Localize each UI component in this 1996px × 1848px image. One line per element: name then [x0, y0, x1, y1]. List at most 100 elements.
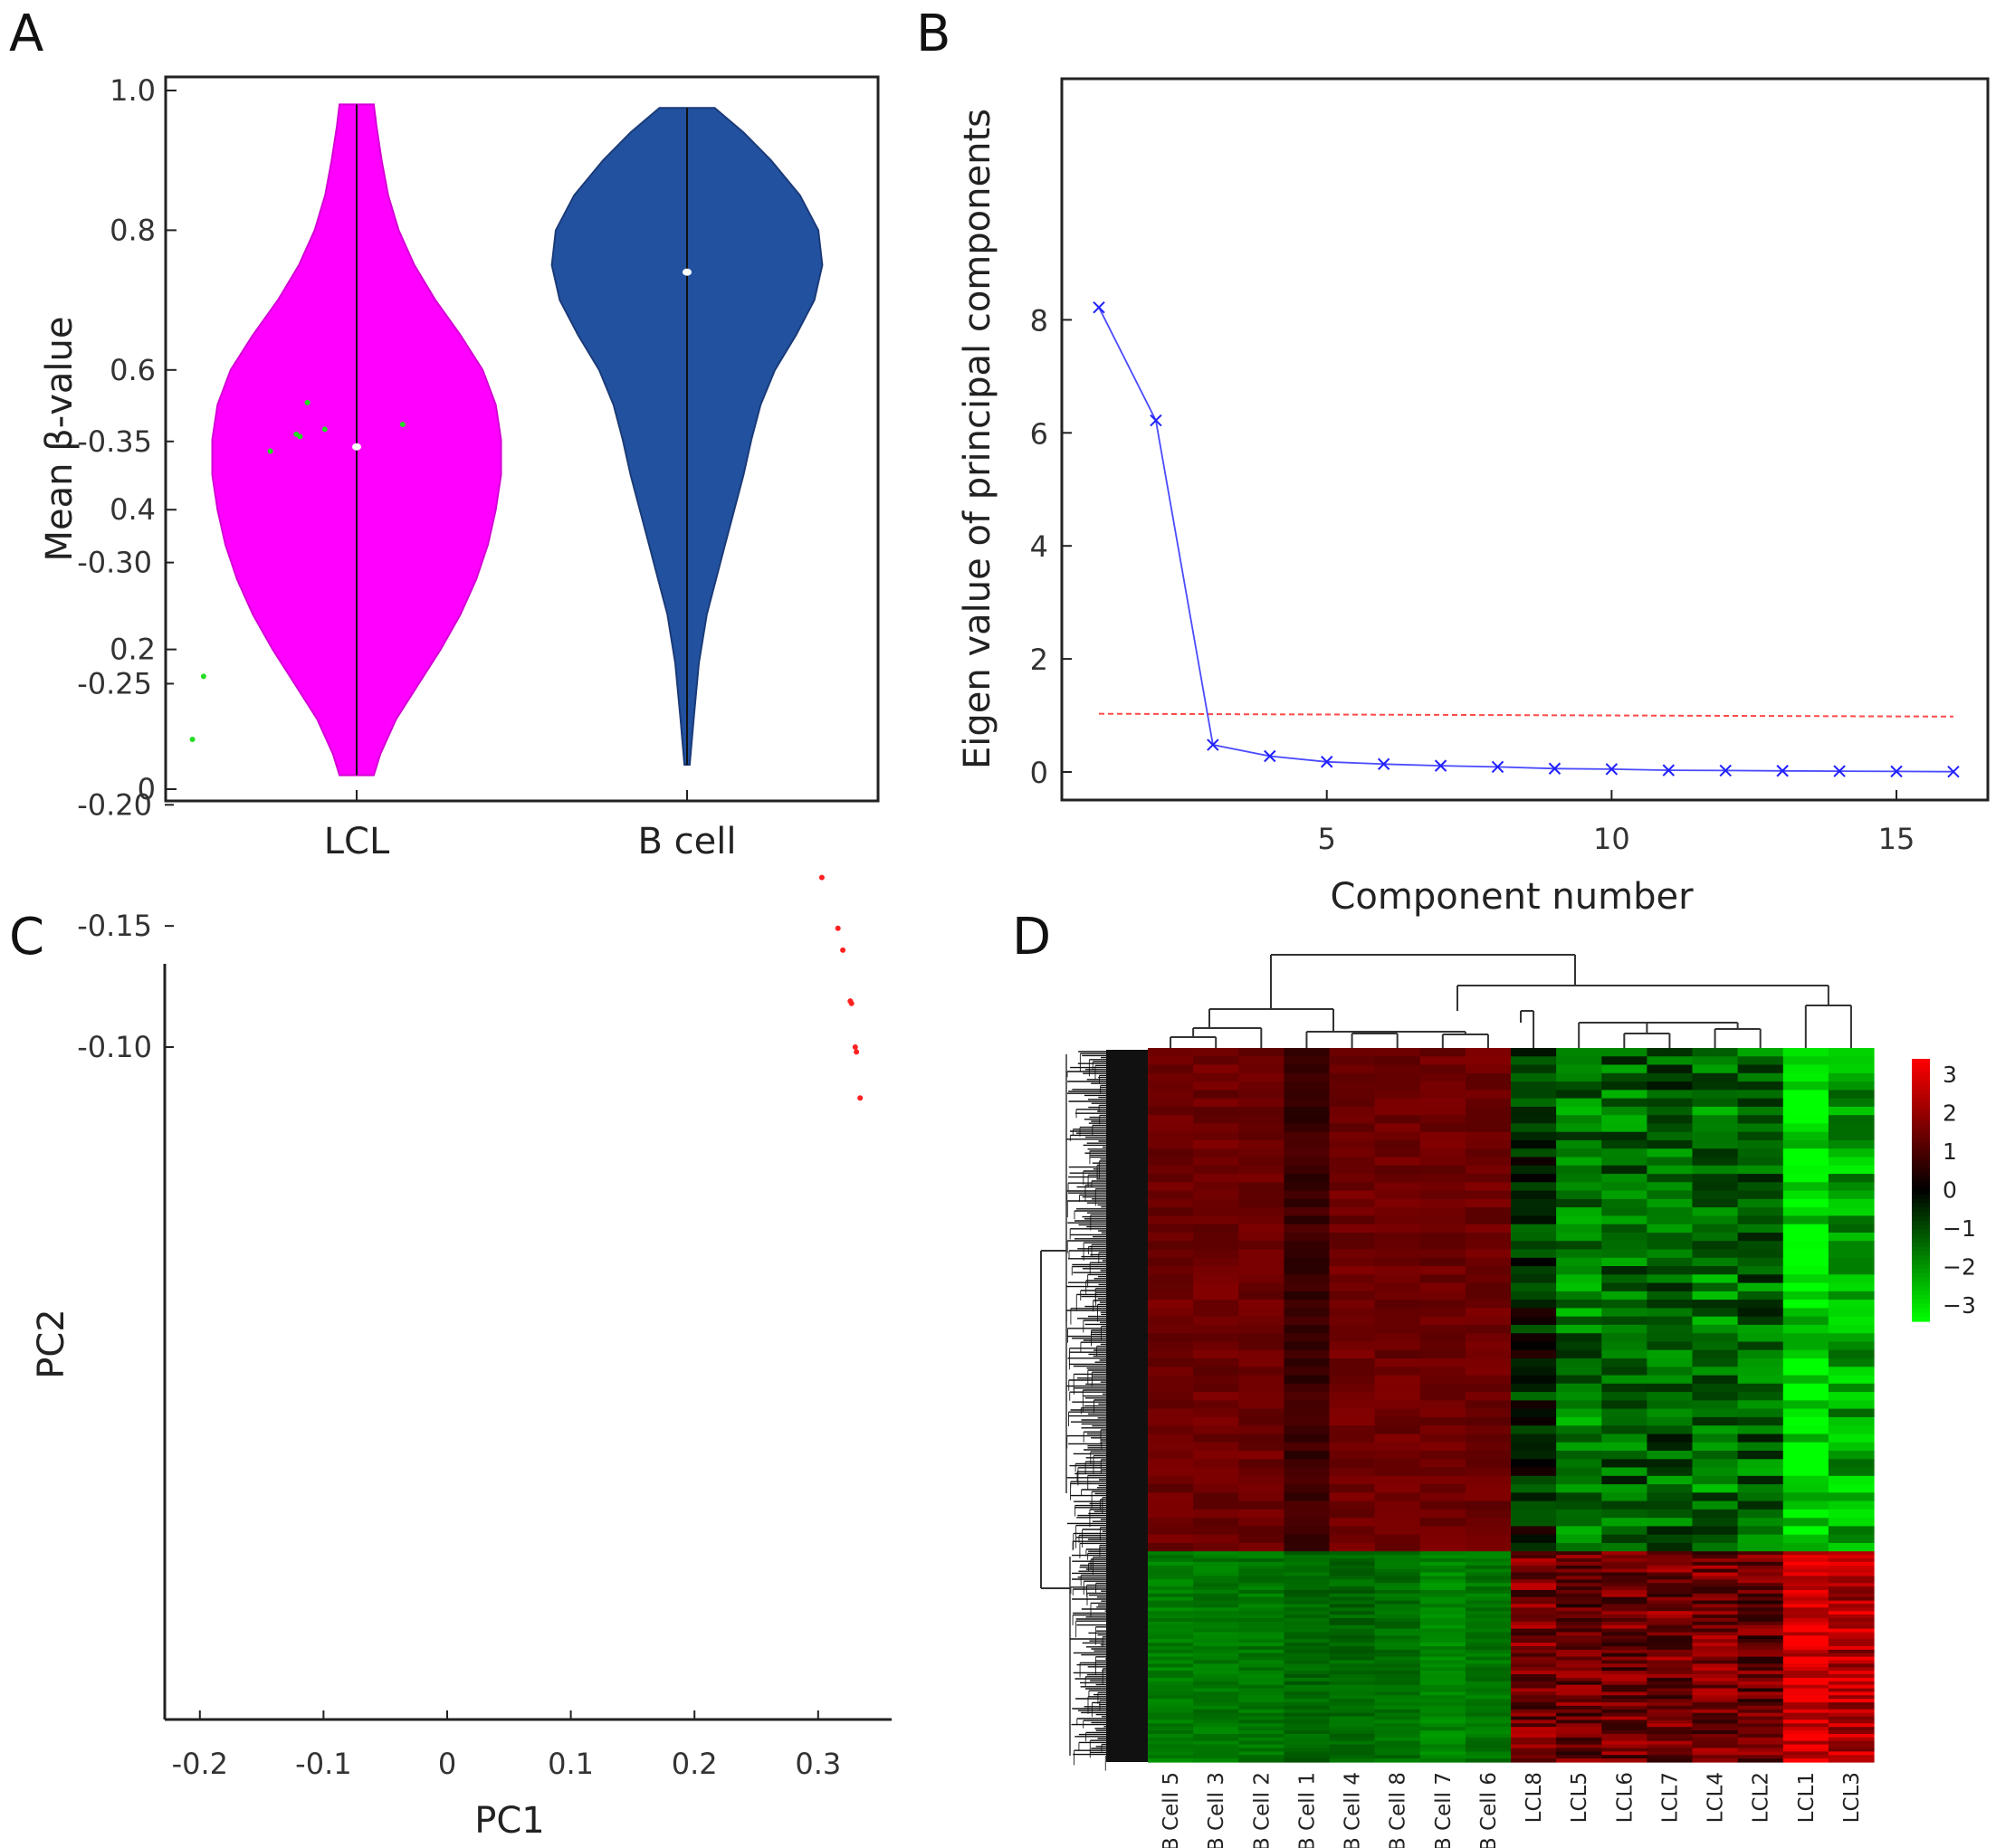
heatmap-cell [1419, 1691, 1466, 1696]
heatmap-cell [1284, 1611, 1331, 1615]
heatmap-cell [1782, 1341, 1829, 1351]
heatmap-cell [1238, 1140, 1285, 1149]
heatmap-cell [1556, 1349, 1602, 1359]
heatmap-cell [1692, 1484, 1739, 1493]
heatmap-cell [1465, 1583, 1512, 1587]
heatmap-cell [1374, 1064, 1421, 1074]
heatmap-cell [1238, 1249, 1285, 1259]
heatmap-cell [1737, 1123, 1784, 1133]
colorbar-segment [1912, 1186, 1930, 1191]
heatmap-cell [1782, 1660, 1829, 1664]
heatmap-cell [1782, 1632, 1829, 1636]
heatmap-cell [1193, 1416, 1239, 1426]
heatmap-cell [1511, 1618, 1557, 1623]
heatmap-cell [1329, 1425, 1376, 1435]
heatmap-cell [1556, 1663, 1602, 1668]
heatmap-cell [1148, 1408, 1194, 1418]
heatmap-cell [1465, 1576, 1512, 1580]
heatmap-cell [1828, 1555, 1875, 1559]
eigenvalue-line [1098, 307, 1953, 773]
heatmap-cell [1647, 1148, 1694, 1158]
heatmap-cell [1329, 1324, 1376, 1334]
heatmap-cell [1374, 1459, 1421, 1469]
marker-stroke [1434, 759, 1447, 772]
x-tick-label: 5 [1318, 822, 1336, 856]
heatmap-cell [1284, 1674, 1331, 1679]
heatmap-cell [1511, 1140, 1557, 1149]
heatmap-cell [1556, 1375, 1602, 1385]
heatmap-cell [1647, 1593, 1694, 1598]
heatmap-cell [1692, 1649, 1739, 1654]
heatmap-cell [1511, 1730, 1557, 1735]
heatmap-cell [1782, 1207, 1829, 1216]
heatmap-cell [1737, 1081, 1784, 1091]
heatmap-cell [1692, 1740, 1739, 1746]
heatmap-cell [1465, 1300, 1512, 1309]
heatmap-cell [1238, 1367, 1285, 1376]
heatmap-cell [1556, 1182, 1602, 1192]
heatmap-cell [1511, 1198, 1557, 1208]
heatmap-cell [1419, 1467, 1466, 1477]
heatmap-cell [1601, 1400, 1647, 1410]
y-tick-label: 8 [1030, 303, 1048, 338]
heatmap-cell [1782, 1131, 1829, 1141]
heatmap-cell [1601, 1233, 1647, 1242]
heatmap-cell [1419, 1518, 1466, 1528]
heatmap-cell [1556, 1207, 1602, 1216]
heatmap-cell [1601, 1677, 1647, 1682]
heatmap-cell [1238, 1308, 1285, 1318]
heatmap-cell [1782, 1576, 1829, 1580]
heatmap-cell [1374, 1526, 1421, 1536]
heatmap-cell [1329, 1656, 1376, 1662]
heatmap-cell [1465, 1719, 1512, 1724]
heatmap-cell [1238, 1744, 1285, 1749]
heatmap-cell [1465, 1656, 1512, 1662]
heatmap-cell [1828, 1561, 1875, 1567]
heatmap-cell [1828, 1291, 1875, 1300]
heatmap-cell [1692, 1755, 1739, 1759]
y-tick-label: 1.0 [110, 73, 156, 108]
heatmap-cell [1647, 1561, 1694, 1567]
heatmap-cell [1511, 1249, 1557, 1259]
heatmap-cell [1601, 1451, 1647, 1460]
heatmap-cell [1284, 1699, 1331, 1703]
heatmap-cell [1284, 1140, 1331, 1149]
heatmap-cell [1329, 1653, 1376, 1658]
heatmap-cell [1148, 1646, 1194, 1651]
panel-a-violins [211, 103, 824, 776]
heatmap-cell [1511, 1565, 1557, 1570]
heatmap-cell [1601, 1723, 1647, 1728]
heatmap-cell [1238, 1131, 1285, 1141]
heatmap-cell [1329, 1509, 1376, 1519]
heatmap-cell [1692, 1148, 1739, 1158]
heatmap-cell [1238, 1748, 1285, 1752]
heatmap-cell [1556, 1667, 1602, 1672]
heatmap-cell [1692, 1628, 1739, 1634]
heatmap-cell [1419, 1375, 1466, 1385]
heatmap-cell [1782, 1392, 1829, 1401]
heatmap-cell [1419, 1716, 1466, 1721]
colorbar-segment [1912, 1216, 1930, 1222]
heatmap-cell [1692, 1695, 1739, 1700]
heatmap-cell [1556, 1589, 1602, 1595]
heatmap-cell [1601, 1526, 1647, 1536]
heatmap-column-label: B Cell 4 [1342, 1772, 1365, 1848]
heatmap-cell [1647, 1492, 1694, 1502]
heatmap-cell [1465, 1131, 1512, 1141]
colorbar-segment [1912, 1059, 1930, 1064]
heatmap-cell [1148, 1688, 1194, 1692]
heatmap-cell [1828, 1596, 1875, 1602]
eigenvalue-marker [1605, 763, 1619, 776]
heatmap-cell [1556, 1561, 1602, 1567]
heatmap-cell [1419, 1699, 1466, 1703]
heatmap-cell [1284, 1392, 1331, 1401]
heatmap-cell [1284, 1233, 1331, 1242]
heatmap-cell [1419, 1618, 1466, 1623]
heatmap-cell [1601, 1656, 1647, 1662]
colorbar-segment [1912, 1303, 1930, 1310]
heatmap-cell [1737, 1681, 1784, 1686]
heatmap-cell [1193, 1607, 1239, 1612]
heatmap-cell [1465, 1649, 1512, 1654]
heatmap-cell [1828, 1526, 1875, 1536]
